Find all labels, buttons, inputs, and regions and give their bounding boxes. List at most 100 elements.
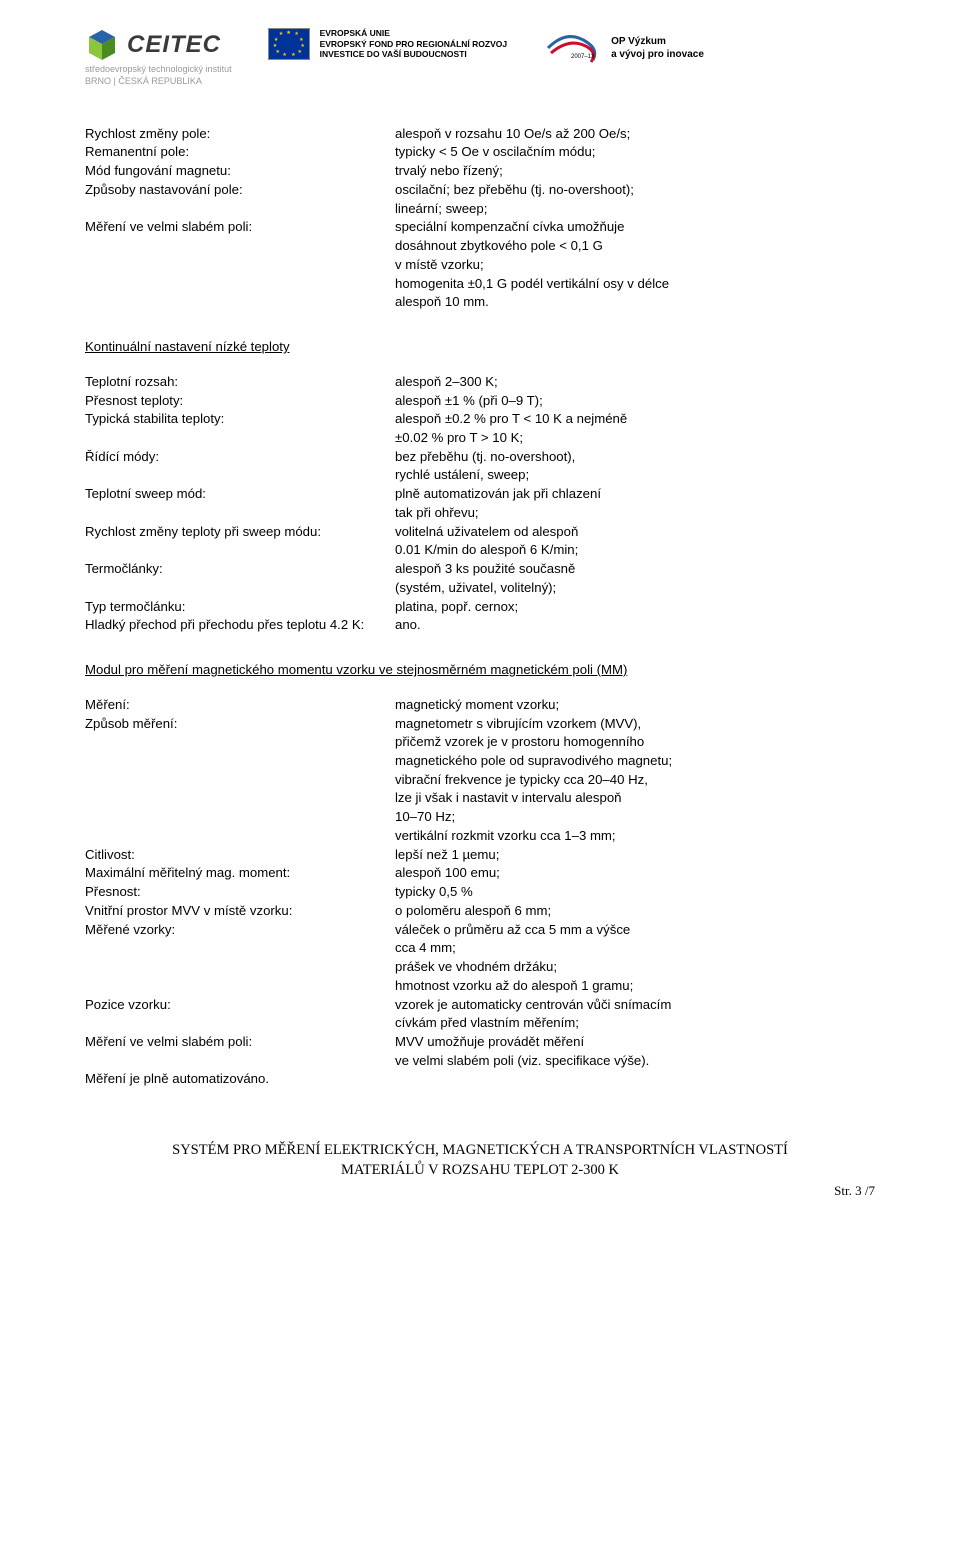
spec-label: Remanentní pole:	[85, 143, 395, 162]
footer-line2: MATERIÁLŮ V ROZSAHU TEPLOT 2-300 K	[85, 1161, 875, 1181]
spec-value: alespoň v rozsahu 10 Oe/s až 200 Oe/s;	[395, 125, 875, 144]
eu-line3: INVESTICE DO VAŠÍ BUDOUCNOSTI	[320, 49, 508, 60]
eu-block: ★ ★ ★ ★ ★ ★ ★ ★ ★ ★ ★ ★ EVROPSKÁ UNIE EV…	[268, 28, 508, 60]
eu-line2: EVROPSKÝ FOND PRO REGIONÁLNÍ ROZVOJ	[320, 39, 508, 50]
spec-value: alespoň 100 emu;	[395, 864, 875, 883]
footer-line1: SYSTÉM PRO MĚŘENÍ ELEKTRICKÝCH, MAGNETIC…	[85, 1141, 875, 1161]
ceitec-cube-icon	[85, 28, 119, 62]
footer: SYSTÉM PRO MĚŘENÍ ELEKTRICKÝCH, MAGNETIC…	[85, 1141, 875, 1200]
spec-row: Měření ve velmi slabém poli:MVV umožňuje…	[85, 1033, 875, 1070]
page: CEITEC středoevropský technologický inst…	[0, 0, 960, 1230]
section-1: Rychlost změny pole:alespoň v rozsahu 10…	[85, 125, 875, 312]
spec-row: Přesnost:typicky 0,5 %	[85, 883, 875, 902]
section-3: Měření:magnetický moment vzorku;Způsob m…	[85, 696, 875, 1089]
spec-value: MVV umožňuje provádět měřeníve velmi sla…	[395, 1033, 875, 1070]
spec-value: volitelná uživatelem od alespoň0.01 K/mi…	[395, 523, 875, 560]
ceitec-name: CEITEC	[127, 31, 221, 59]
spec-value: typicky < 5 Oe v oscilačním módu;	[395, 143, 875, 162]
spec-label: Hladký přechod při přechodu přes teplotu…	[85, 616, 395, 635]
header-bar: CEITEC středoevropský technologický inst…	[85, 28, 875, 87]
ceitec-logo-block: CEITEC středoevropský technologický inst…	[85, 28, 232, 87]
spec-row: Měření je plně automatizováno.	[85, 1070, 875, 1089]
spec-label: Měření ve velmi slabém poli:	[85, 218, 395, 237]
op-period-text: 2007–13	[571, 54, 595, 60]
spec-row: Vnitřní prostor MVV v místě vzorku:o pol…	[85, 902, 875, 921]
spec-label: Citlivost:	[85, 846, 395, 865]
spec-value: o poloměru alespoň 6 mm;	[395, 902, 875, 921]
spec-value: magnetometr s vibrujícím vzorkem (MVV),p…	[395, 715, 875, 846]
spec-row: Rychlost změny pole:alespoň v rozsahu 10…	[85, 125, 875, 144]
op-line2: a vývoj pro inovace	[611, 48, 704, 61]
spec-value: oscilační; bez přeběhu (tj. no-overshoot…	[395, 181, 875, 218]
spec-value: alespoň ±1 % (při 0–9 T);	[395, 392, 875, 411]
spec-row: Citlivost:lepší než 1 µemu;	[85, 846, 875, 865]
op-text: OP Výzkum a vývoj pro inovace	[611, 35, 704, 61]
spec-row: Hladký přechod při přechodu přes teplotu…	[85, 616, 875, 635]
eu-line1: EVROPSKÁ UNIE	[320, 28, 508, 39]
spec-label: Vnitřní prostor MVV v místě vzorku:	[85, 902, 395, 921]
spec-label: Typ termočlánku:	[85, 598, 395, 617]
spec-value: ano.	[395, 616, 875, 635]
spec-row: Přesnost teploty:alespoň ±1 % (při 0–9 T…	[85, 392, 875, 411]
spec-row: Remanentní pole:typicky < 5 Oe v oscilač…	[85, 143, 875, 162]
eu-flag-icon: ★ ★ ★ ★ ★ ★ ★ ★ ★ ★ ★ ★	[268, 28, 310, 60]
section-2: Teplotní rozsah:alespoň 2–300 K;Přesnost…	[85, 373, 875, 635]
content: Rychlost změny pole:alespoň v rozsahu 10…	[85, 125, 875, 1090]
spec-label: Pozice vzorku:	[85, 996, 395, 1015]
section-3-title: Modul pro měření magnetického momentu vz…	[85, 661, 875, 680]
ceitec-logo: CEITEC	[85, 28, 221, 62]
spec-row: Řídící módy:bez přeběhu (tj. no-overshoo…	[85, 448, 875, 485]
spec-label: Mód fungování magnetu:	[85, 162, 395, 181]
spec-value: lepší než 1 µemu;	[395, 846, 875, 865]
section-2-title: Kontinuální nastavení nízké teploty	[85, 338, 875, 357]
spec-label: Měření:	[85, 696, 395, 715]
spec-value: bez přeběhu (tj. no-overshoot),rychlé us…	[395, 448, 875, 485]
spec-row: Způsoby nastavování pole:oscilační; bez …	[85, 181, 875, 218]
spec-value: váleček o průměru až cca 5 mm a výšcecca…	[395, 921, 875, 996]
spec-value: platina, popř. cernox;	[395, 598, 875, 617]
spec-row: Teplotní rozsah:alespoň 2–300 K;	[85, 373, 875, 392]
ceitec-sub1: středoevropský technologický institut	[85, 64, 232, 74]
spec-label: Měřené vzorky:	[85, 921, 395, 940]
spec-value: alespoň 3 ks použité současně(systém, už…	[395, 560, 875, 597]
spec-label: Maximální měřitelný mag. moment:	[85, 864, 395, 883]
op-line1: OP Výzkum	[611, 35, 704, 48]
spec-value: speciální kompenzační cívka umožňujedosá…	[395, 218, 875, 312]
footer-page: Str. 3 /7	[85, 1182, 875, 1200]
spec-value: plně automatizován jak při chlazenítak p…	[395, 485, 875, 522]
eu-text: EVROPSKÁ UNIE EVROPSKÝ FOND PRO REGIONÁL…	[320, 28, 508, 60]
spec-value: vzorek je automaticky centrován vůči sní…	[395, 996, 875, 1033]
spec-label: Rychlost změny teploty při sweep módu:	[85, 523, 395, 542]
spec-row: Měřené vzorky:váleček o průměru až cca 5…	[85, 921, 875, 996]
spec-label: Měření je plně automatizováno.	[85, 1070, 395, 1089]
spec-row: Termočlánky:alespoň 3 ks použité současn…	[85, 560, 875, 597]
spec-row: Pozice vzorku:vzorek je automaticky cent…	[85, 996, 875, 1033]
spec-row: Mód fungování magnetu:trvalý nebo řízený…	[85, 162, 875, 181]
spec-row: Měření ve velmi slabém poli:speciální ko…	[85, 218, 875, 312]
spec-value: alespoň 2–300 K;	[395, 373, 875, 392]
spec-row: Maximální měřitelný mag. moment:alespoň …	[85, 864, 875, 883]
spec-label: Řídící módy:	[85, 448, 395, 467]
spec-label: Způsob měření:	[85, 715, 395, 734]
spec-row: Rychlost změny teploty při sweep módu:vo…	[85, 523, 875, 560]
spec-label: Rychlost změny pole:	[85, 125, 395, 144]
spec-value: typicky 0,5 %	[395, 883, 875, 902]
spec-label: Přesnost:	[85, 883, 395, 902]
spec-label: Teplotní rozsah:	[85, 373, 395, 392]
spec-label: Termočlánky:	[85, 560, 395, 579]
spec-row: Měření:magnetický moment vzorku;	[85, 696, 875, 715]
spec-value: trvalý nebo řízený;	[395, 162, 875, 181]
spec-label: Způsoby nastavování pole:	[85, 181, 395, 200]
spec-value: magnetický moment vzorku;	[395, 696, 875, 715]
spec-value: alespoň ±0.2 % pro T < 10 K a nejméně±0.…	[395, 410, 875, 447]
ceitec-sub2: BRNO | ČESKÁ REPUBLIKA	[85, 76, 202, 86]
spec-row: Teplotní sweep mód:plně automatizován ja…	[85, 485, 875, 522]
op-swirl-icon: 2007–13	[543, 28, 603, 68]
spec-label: Typická stabilita teploty:	[85, 410, 395, 429]
spec-row: Typ termočlánku:platina, popř. cernox;	[85, 598, 875, 617]
spec-row: Způsob měření:magnetometr s vibrujícím v…	[85, 715, 875, 846]
spec-label: Měření ve velmi slabém poli:	[85, 1033, 395, 1052]
spec-label: Přesnost teploty:	[85, 392, 395, 411]
spec-row: Typická stabilita teploty:alespoň ±0.2 %…	[85, 410, 875, 447]
spec-label: Teplotní sweep mód:	[85, 485, 395, 504]
